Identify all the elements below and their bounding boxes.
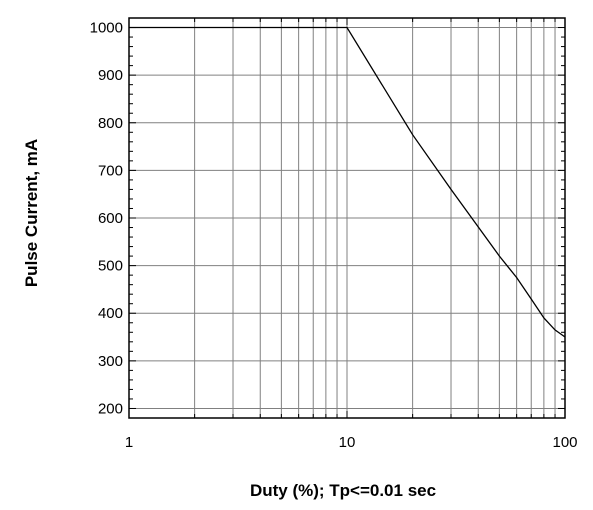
- x-tick-label: 100: [552, 434, 577, 451]
- grid: [129, 18, 565, 418]
- x-tick-label: 10: [339, 434, 356, 451]
- y-tick-label: 300: [98, 353, 123, 370]
- y-axis-title: Pulse Current, mA: [22, 139, 41, 287]
- y-tick-label: 500: [98, 258, 123, 275]
- y-tick-label: 400: [98, 305, 123, 322]
- y-tick-labels: 200 300 400 500 600 700 800 900 1000: [90, 20, 123, 418]
- y-tick-label: 600: [98, 210, 123, 227]
- y-tick-label: 900: [98, 67, 123, 84]
- y-tick-label: 1000: [90, 20, 123, 37]
- y-tick-label: 200: [98, 400, 123, 417]
- x-tick-label: 1: [125, 434, 133, 451]
- x-tick-labels: 1 10 100: [125, 434, 578, 451]
- plot-frame: [128, 17, 566, 419]
- series-line: [129, 26, 566, 338]
- y-tick-label: 700: [98, 162, 123, 179]
- y-tick-label: 800: [98, 115, 123, 132]
- x-axis-title: Duty (%); Tp<=0.01 sec: [250, 481, 436, 500]
